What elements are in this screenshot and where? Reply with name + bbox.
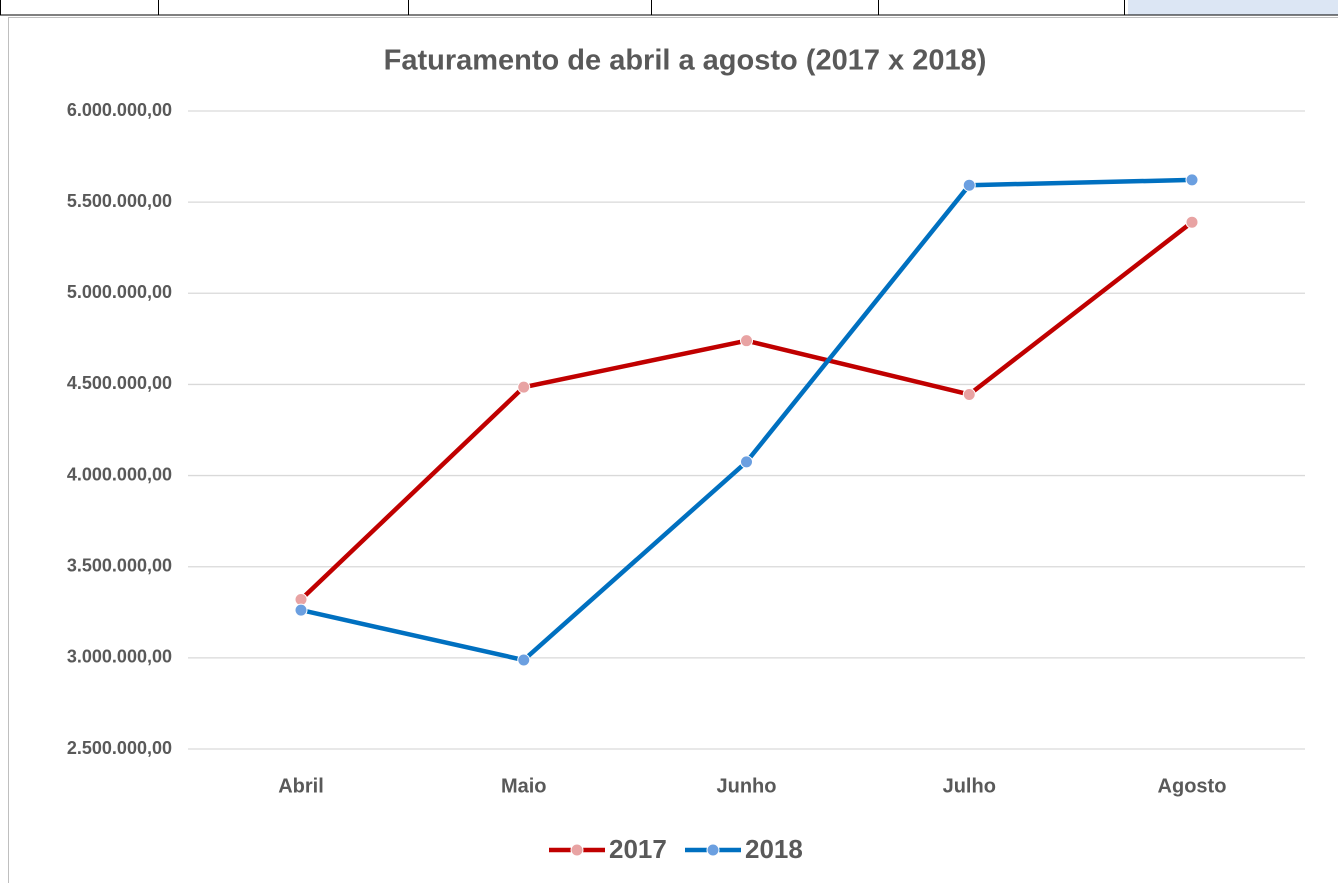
x-tick-label: Maio [501,775,547,797]
y-tick-label: 4.500.000,00 [67,373,172,393]
y-tick-label: 3.500.000,00 [67,555,172,575]
selected-cell [1128,0,1338,15]
plot-area: 2.500.000,00 3.000.000,00 3.500.000,00 4.00… [67,100,1305,864]
legend-label: 2018 [745,834,803,864]
series-marker [294,603,308,617]
y-tick-label: 3.000.000,00 [67,647,172,667]
legend-marker [706,843,720,857]
x-tick-label: Agosto [1158,775,1227,797]
chart-area[interactable] [8,17,1338,883]
series-marker [517,380,531,394]
sheet-cells [0,0,1338,16]
series-marker [1185,215,1199,229]
x-tick-label: Julho [943,775,996,797]
legend-label: 2017 [609,834,667,864]
x-tick-label: Abril [278,775,324,797]
y-tick-label: 4.000.000,00 [67,464,172,484]
y-tick-label: 2.500.000,00 [67,738,172,758]
series-marker [1185,173,1199,187]
series-marker [962,178,976,192]
chart-title: Faturamento de abril a agosto (2017 x 20… [384,45,987,77]
series-marker [740,334,753,348]
series-marker [962,387,976,401]
y-tick-label: 5.000.000,00 [67,282,172,302]
series-marker [517,653,531,667]
x-tick-label: Junho [717,775,777,797]
series-marker [740,455,753,469]
y-tick-label: 6.000.000,00 [67,100,172,120]
y-tick-label: 5.500.000,00 [67,191,172,211]
legend-marker [570,843,584,857]
